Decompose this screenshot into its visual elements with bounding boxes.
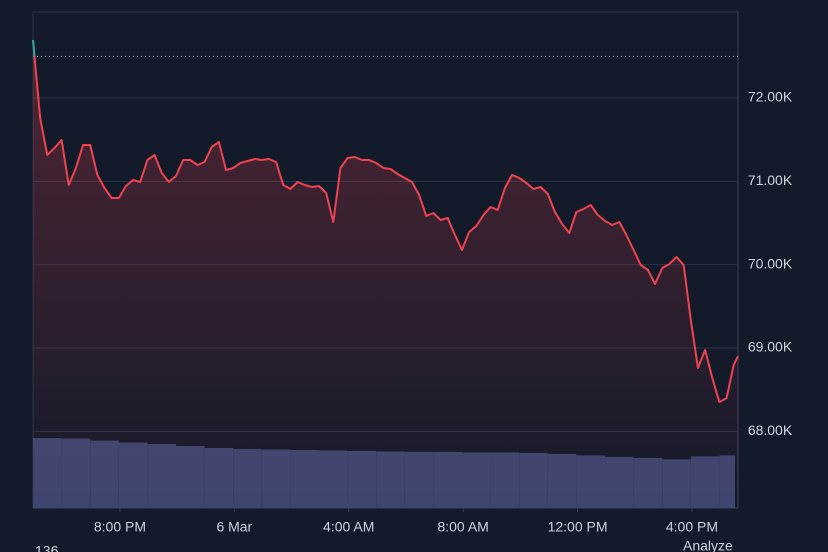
y-tick-label: 70.00K	[748, 255, 793, 271]
x-tick-label: 4:00 PM	[666, 519, 718, 535]
footer-right[interactable]: Analyze	[683, 538, 733, 552]
x-tick-label: 6 Mar	[216, 519, 252, 535]
price-line	[32, 39, 739, 403]
y-tick-label: 69.00K	[748, 339, 793, 355]
price-area	[33, 40, 738, 508]
x-tick-label: 8:00 AM	[437, 519, 488, 535]
x-tick-label: 4:00 AM	[323, 519, 374, 535]
y-tick-label: 68.00K	[748, 422, 793, 438]
y-tick-label: 72.00K	[748, 89, 793, 105]
footer-left: 136	[35, 543, 59, 552]
x-tick-label: 8:00 PM	[94, 519, 146, 535]
x-tick-label: 12:00 PM	[548, 519, 608, 535]
y-tick-label: 71.00K	[748, 172, 793, 188]
